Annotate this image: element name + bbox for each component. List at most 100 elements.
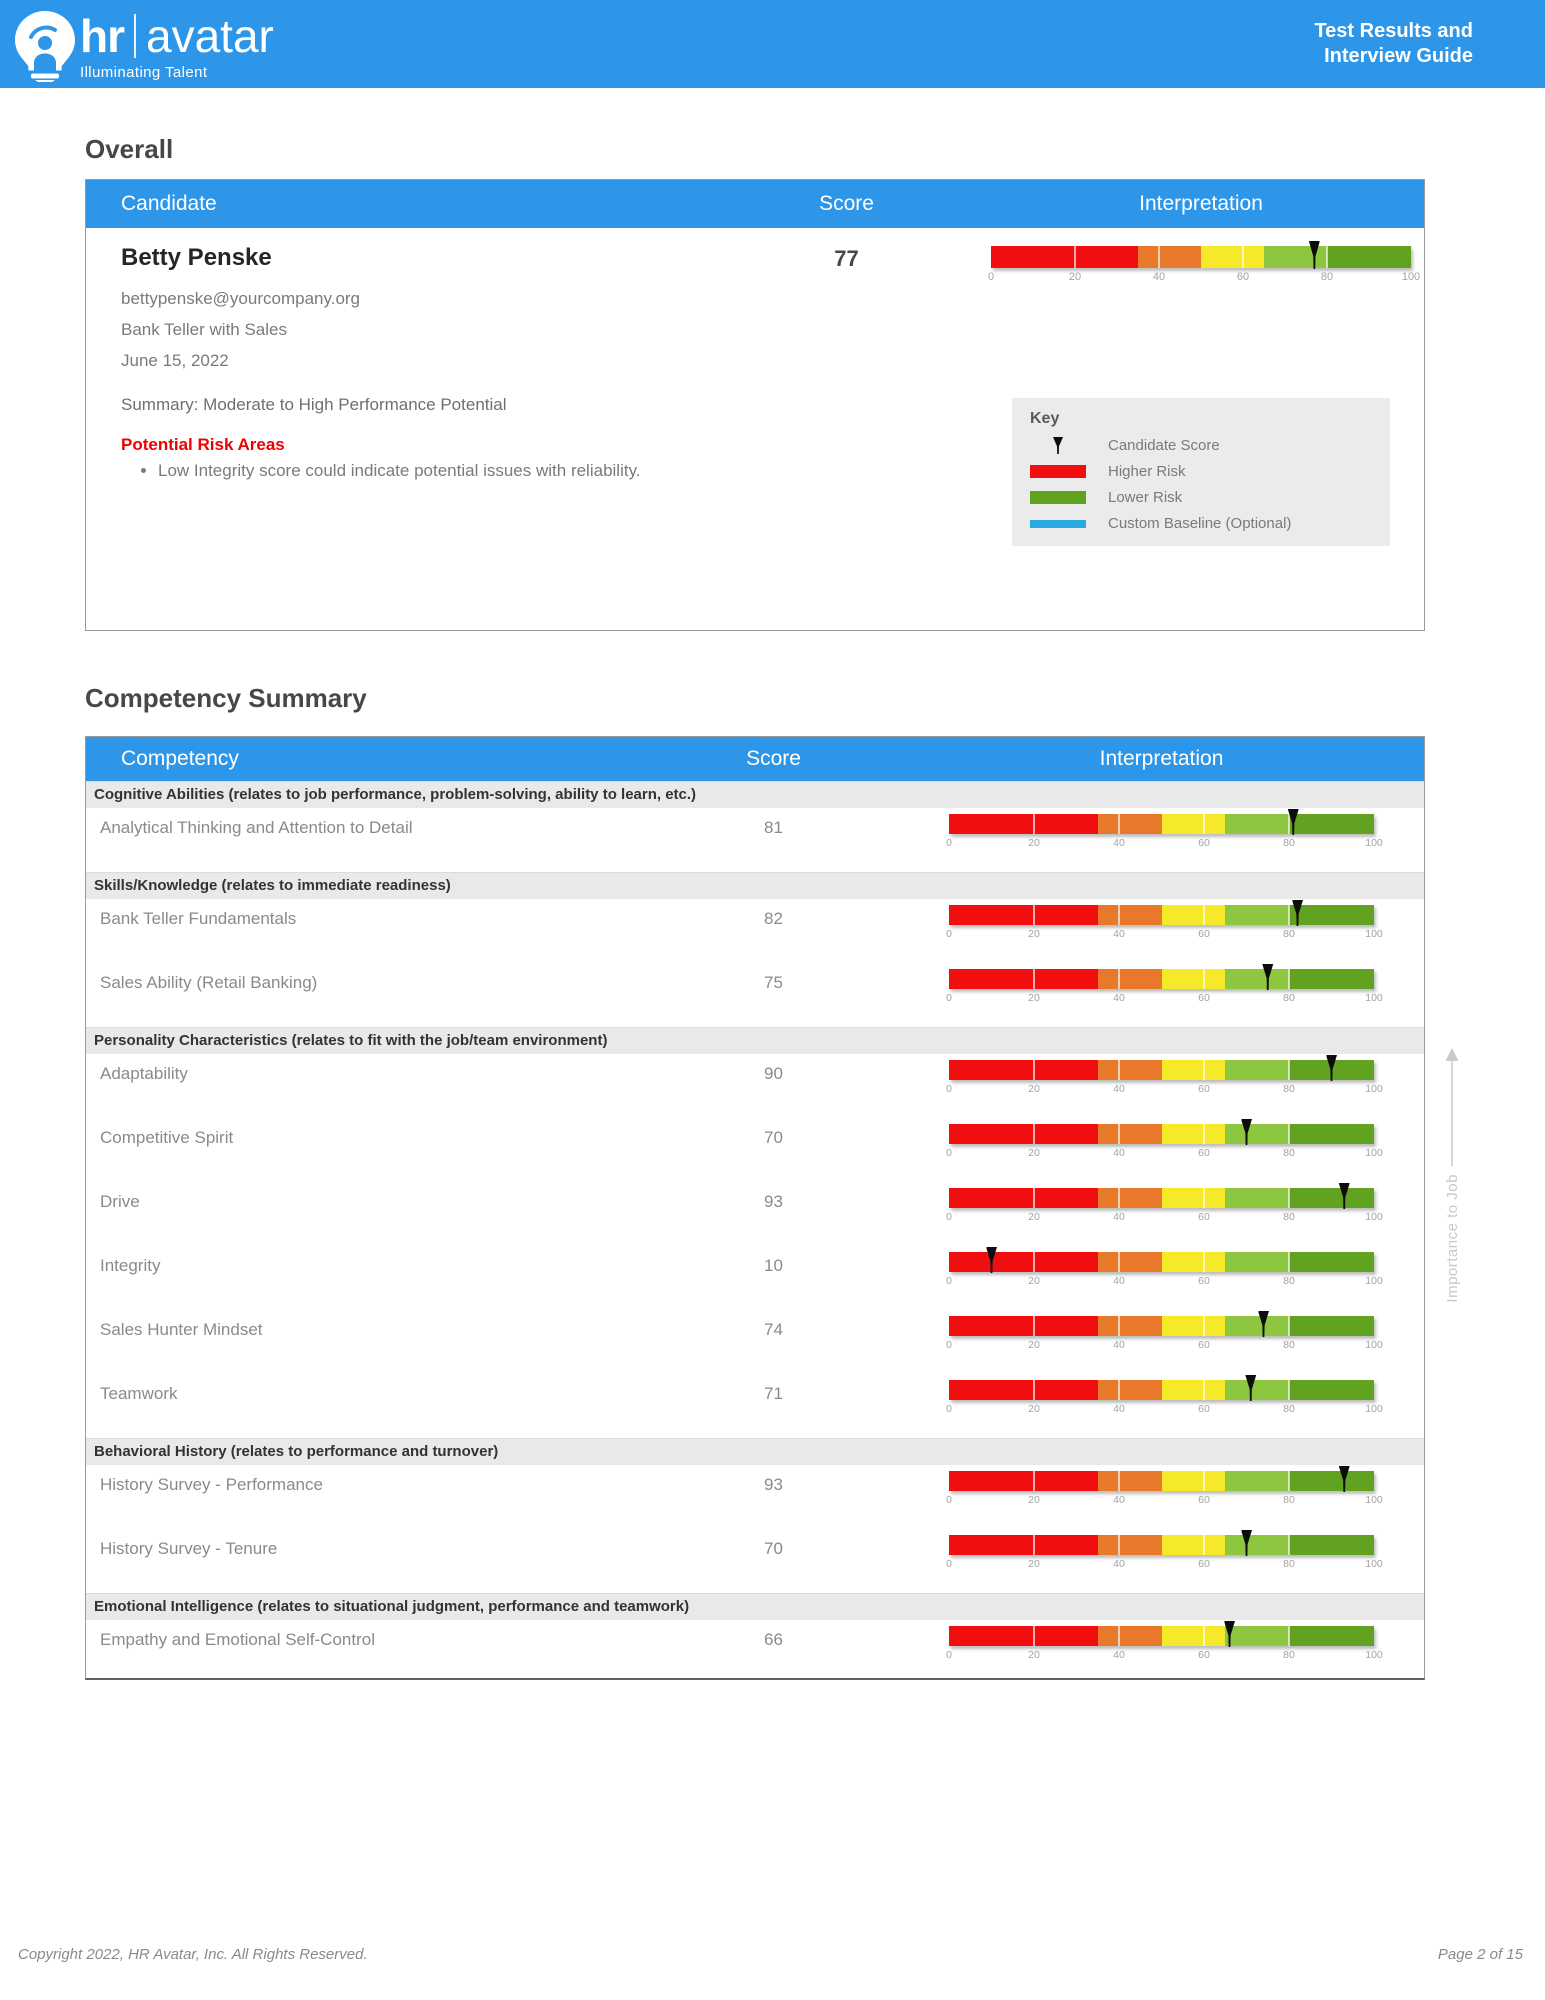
competency-table: Competency Score Interpretation Cognitiv… [85, 736, 1425, 1680]
scale-tick-label: 0 [987, 271, 995, 283]
scale-segment [1161, 1626, 1226, 1646]
scale-tick-label: 100 [1365, 1275, 1383, 1287]
scale-segment [949, 1535, 1098, 1555]
risk-list: Low Integrity score could indicate poten… [158, 461, 717, 481]
scale-segment [949, 969, 1098, 989]
score-scale-bar: 0 20 40 60 80 100 [987, 241, 1420, 283]
score-scale-bar: 0 20 40 60 80 100 [946, 1621, 1383, 1661]
scale-tick-label: 80 [1283, 1147, 1295, 1159]
scale-segment [1225, 1471, 1289, 1491]
key-color-swatch [1030, 491, 1086, 504]
scale-tick-label: 60 [1198, 1083, 1210, 1095]
competency-score: 74 [764, 1320, 783, 1339]
competency-name: Adaptability [100, 1064, 188, 1083]
scale-segment [1097, 814, 1162, 834]
scale-segment [991, 246, 1138, 268]
competency-score: 81 [764, 818, 783, 837]
scale-tick-label: 20 [1028, 992, 1040, 1004]
scale-tick-label: 20 [1028, 1211, 1040, 1223]
scale-tick-label: 100 [1365, 837, 1383, 849]
scale-tick-label: 60 [1198, 928, 1210, 940]
competency-row: Adaptability 90 0 20 40 60 80 100 [86, 1054, 1424, 1118]
candidate-score-marker [1326, 1055, 1337, 1081]
candidate-score-marker [1292, 900, 1303, 926]
scale-tick-label: 0 [946, 1403, 952, 1415]
competency-interpretation-cell: 0 20 40 60 80 100 [897, 1310, 1426, 1374]
scale-segment [1225, 1060, 1289, 1080]
candidate-date: June 15, 2022 [121, 351, 229, 370]
score-scale-bar: 0 20 40 60 80 100 [946, 1055, 1383, 1095]
competency-interpretation-cell: 0 20 40 60 80 100 [897, 1118, 1426, 1182]
scale-tick-label: 100 [1365, 1494, 1383, 1506]
competency-name: Bank Teller Fundamentals [100, 909, 297, 928]
score-scale-bar: 0 20 40 60 80 100 [946, 1530, 1383, 1570]
candidate-score-marker [1241, 1530, 1252, 1556]
scale-tick-label: 20 [1028, 1649, 1040, 1661]
scale-tick-label: 60 [1198, 1275, 1210, 1287]
scale-segment [949, 1626, 1098, 1646]
scale-segment [949, 1380, 1098, 1400]
scale-segment [1097, 1535, 1162, 1555]
competency-table-header: Competency Score Interpretation [86, 737, 1424, 781]
competency-interpretation-cell: 0 20 40 60 80 100 [897, 1374, 1426, 1438]
importance-to-job-label: Importance to Job [1437, 1048, 1467, 1303]
scale-segment [1097, 1471, 1162, 1491]
candidate-score-marker [1308, 241, 1320, 269]
competency-section-title: Competency Summary [85, 683, 367, 713]
scale-tick-label: 40 [1113, 1083, 1125, 1095]
competency-interpretation-cell: 0 20 40 60 80 100 [897, 1182, 1426, 1246]
score-scale-bar: 0 20 40 60 80 100 [946, 1375, 1383, 1415]
scale-segment [949, 1188, 1098, 1208]
competency-row: Bank Teller Fundamentals 82 0 20 40 60 80 100 [86, 899, 1424, 963]
footer-copyright: Copyright 2022, HR Avatar, Inc. All Righ… [18, 1946, 368, 1963]
top-banner: hr avatar Illuminating Talent Test Resul… [0, 0, 1545, 88]
summary-text: Summary: Moderate to High Performance Po… [121, 395, 507, 414]
competency-row: Integrity 10 0 20 40 60 80 100 [86, 1246, 1424, 1310]
score-scale-bar: 0 20 40 60 80 100 [946, 1466, 1383, 1506]
competency-name: History Survey - Performance [100, 1475, 323, 1494]
competency-row: Drive 93 0 20 40 60 80 100 [86, 1182, 1424, 1246]
candidate-score-marker [986, 1247, 997, 1273]
scale-segment [1097, 1316, 1162, 1336]
scale-tick-label: 0 [946, 1083, 952, 1095]
scale-segment [1161, 905, 1226, 925]
scale-tick-label: 20 [1028, 1494, 1040, 1506]
competency-name: History Survey - Tenure [100, 1539, 278, 1558]
scale-segment [1289, 1626, 1374, 1646]
scale-segment [949, 1316, 1098, 1336]
competency-col-competency: Competency [121, 747, 239, 770]
scale-segment [1289, 1471, 1374, 1491]
scale-segment [1289, 1316, 1374, 1336]
scale-tick-label: 60 [1198, 1403, 1210, 1415]
candidate-score-marker [1224, 1621, 1235, 1647]
competency-name: Sales Hunter Mindset [100, 1320, 263, 1339]
competency-table-body: Cognitive Abilities (relates to job perf… [86, 781, 1424, 1678]
competency-score: 93 [764, 1475, 783, 1494]
scale-tick-label: 0 [946, 992, 952, 1004]
scale-segment [1161, 1471, 1226, 1491]
scale-tick-label: 60 [1198, 837, 1210, 849]
scale-tick-label: 20 [1028, 1147, 1040, 1159]
scale-segment [1289, 1188, 1374, 1208]
scale-segment [1138, 246, 1201, 268]
scale-tick-label: 20 [1028, 1275, 1040, 1287]
competency-name: Drive [100, 1192, 140, 1211]
competency-row: Analytical Thinking and Attention to Det… [86, 808, 1424, 872]
competency-score: 82 [764, 909, 783, 928]
scale-segment [1289, 905, 1374, 925]
overall-table-header: Candidate Score Interpretation [86, 180, 1424, 228]
scale-tick-label: 0 [946, 1211, 952, 1223]
scale-tick-label: 0 [946, 928, 952, 940]
competency-score: 70 [764, 1128, 783, 1147]
scale-segment [1225, 969, 1289, 989]
scale-tick-label: 80 [1283, 928, 1295, 940]
competency-name: Competitive Spirit [100, 1128, 234, 1147]
scale-tick-label: 20 [1028, 837, 1040, 849]
scale-tick-label: 100 [1365, 1211, 1383, 1223]
candidate-email: bettypenske@yourcompany.org [121, 289, 361, 308]
key-color-swatch [1030, 519, 1086, 528]
candidate-position: Bank Teller with Sales [121, 320, 287, 339]
scale-segment [1161, 1252, 1226, 1272]
scale-tick-label: 100 [1365, 1147, 1383, 1159]
lightbulb-icon [15, 11, 75, 82]
